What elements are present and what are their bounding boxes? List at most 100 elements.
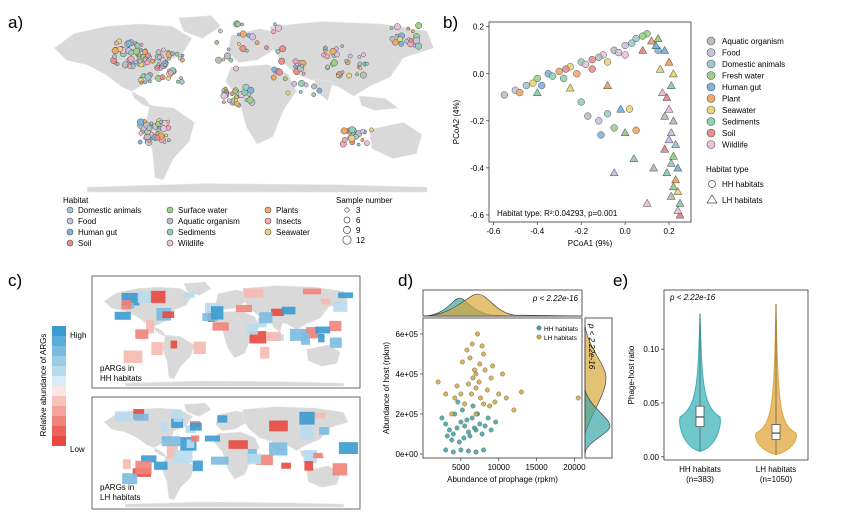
map-c-region [171,418,184,428]
point-lh [666,128,676,137]
point-d-lh [435,379,441,385]
y-tick-label-e: 0.00 [643,453,659,462]
sample-marker [363,140,370,147]
point-d-lh [458,391,464,397]
x-axis-label-d: Abundance of prophage (rpkm) [447,475,558,484]
x-axis-label-b: PCoA1 (9%) [568,239,613,248]
panel-d-label: d) [398,271,413,290]
point-lh [673,186,683,195]
point-lh [675,198,685,207]
map-c-1-antarctica [124,501,344,508]
legend-b-marker [706,94,716,103]
legend-b-label: Fresh water [722,72,765,81]
sample-marker [112,54,117,59]
legend-sample-label: 9 [356,226,361,235]
point-d-lh [473,385,479,391]
sample-marker [174,51,180,57]
point-hh [588,65,596,73]
sample-marker [340,44,345,48]
map-c1-caption-1: pARGs in [100,364,134,373]
legend-habitat-label: Sediments [178,228,216,237]
legend-b-marker [706,140,716,149]
map-c-region [184,292,195,298]
map-c-region [299,411,315,425]
legend-c-title: Relative abundance of ARGs [39,334,48,437]
sample-marker [137,55,141,60]
y-tick-label-d: 6e+05 [396,330,419,339]
sample-marker [279,45,287,53]
point-d-hh [473,449,479,455]
map-c-region [135,460,152,475]
point-hh [581,60,590,69]
map-c-region [302,288,322,295]
point-d-lh [473,411,479,417]
sample-marker [128,49,135,56]
point-d-lh [478,395,483,401]
map-a [54,15,434,193]
sample-marker [134,42,141,49]
legend-c-swatch [52,356,66,366]
sample-marker [226,98,232,104]
sample-marker [358,66,363,71]
map-c-1-africa [213,431,260,480]
point-hh [632,34,640,43]
sample-marker [271,29,276,35]
point-d-hh [481,447,486,453]
y-tick-label-b: 0.2 [473,23,485,32]
sample-marker [146,125,153,131]
legend-b-marker [706,48,716,57]
map-c-region [332,463,348,476]
point-hh [577,98,585,106]
map-c-region [141,455,157,463]
map-c-region [228,440,248,449]
map-c-region [315,326,331,334]
point-d-hh [458,419,464,425]
map-c-region [300,426,314,440]
point-d-hh [464,417,470,423]
point-d-hh [454,425,460,431]
sample-marker [298,90,303,94]
map-c-region [173,450,193,463]
map-c-0-antarctica [124,380,344,387]
point-d-hh [439,415,445,421]
map-c-0-greenland [183,281,212,296]
point-hh [625,105,634,113]
sample-marker [321,52,326,58]
sample-marker [162,140,167,145]
legend-sample-circle [342,235,352,245]
map-c-region [313,452,323,459]
sample-marker [346,72,353,79]
sample-marker [166,119,171,124]
map-c-overlay [114,409,359,485]
x-tick-label-b: 0.2 [663,227,675,236]
sample-marker [178,78,185,85]
map-c-region [235,304,252,313]
point-d-lh [484,387,490,393]
point-hh [597,131,605,139]
map-c-region [173,409,183,422]
point-hh [538,81,546,90]
legend-habitat-label: Human gut [78,228,118,237]
sample-marker [140,73,146,79]
map-a-central-america [131,90,154,109]
point-lh [660,111,670,120]
point-lh [666,158,676,167]
sample-marker [167,69,174,76]
y-tick-label-b: -0.6 [470,211,484,220]
map-c-region [122,473,138,485]
point-d-lh [481,401,486,407]
legend-sample-circle [344,207,350,213]
p-value-right-d: p < 2.22e-16 [587,323,596,370]
map-c-region [248,453,262,465]
point-lh [629,153,639,162]
legend-sample-circle [343,226,351,234]
point-d-hh [455,399,461,405]
plot-d-frame [422,317,583,459]
map-c-region [123,350,143,364]
sample-marker [361,52,366,58]
sample-marker [340,70,345,75]
point-lh [658,88,667,97]
map-c-region [212,322,229,331]
point-lh [532,88,542,97]
map-c-region [271,308,284,317]
